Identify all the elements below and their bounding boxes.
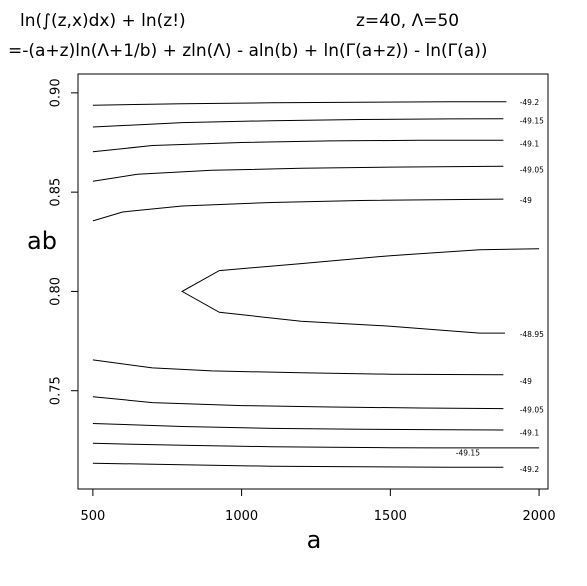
- contour-labels: -49.2 -49.15 -49.1 -49.05 -49 -48.95 -49 -49.05…: [456, 98, 544, 474]
- x-axis: 500 1000 1500 2000: [80, 488, 556, 524]
- contour-label-2: -49.1: [520, 140, 540, 149]
- y-tick-label-3: 0.90: [49, 78, 64, 107]
- contour-line-2: [92, 139, 504, 153]
- contour-label-0: -49.2: [520, 98, 540, 107]
- y-tick-label-0: 0.75: [49, 376, 64, 405]
- contour-label-9: -49.15: [456, 448, 480, 457]
- y-tick-label-1: 0.80: [49, 277, 64, 306]
- contour-label-1: -49.15: [520, 117, 544, 126]
- contour-line-5: [181, 248, 540, 334]
- contour-line-10: [92, 462, 504, 468]
- contour-label-3: -49.05: [520, 165, 544, 174]
- contour-line-6: [92, 359, 504, 376]
- contour-line-7: [92, 396, 504, 410]
- y-axis-title: ab: [27, 227, 57, 255]
- contour-label-6: -49: [520, 377, 532, 386]
- title-formula-line2: =-(a+z)ln(Λ+1/b) + zln(Λ) - aln(b) + ln(…: [8, 41, 487, 61]
- contour-line-3: [92, 165, 504, 182]
- x-tick-label-2: 1500: [374, 509, 407, 524]
- contour-label-5: -48.95: [520, 330, 544, 339]
- contour-line-4: [92, 198, 504, 222]
- x-axis-title: a: [307, 526, 322, 554]
- contour-label-7: -49.05: [520, 406, 544, 415]
- title-formula-line1: ln(∫(z,x)dx) + ln(z!): [20, 11, 186, 31]
- x-tick-label-1: 1000: [225, 509, 258, 524]
- contour-label-4: -49: [520, 196, 532, 205]
- y-axis: 0.75 0.80 0.85 0.90: [49, 78, 79, 405]
- y-tick-label-2: 0.85: [49, 178, 64, 207]
- contour-line-8: [92, 423, 504, 431]
- contour-label-10: -49.2: [520, 465, 540, 474]
- contour-line-1: [92, 118, 504, 128]
- contour-line-9: [92, 442, 540, 449]
- contour-line-0: [92, 101, 507, 106]
- contour-label-8: -49.1: [520, 428, 540, 437]
- x-tick-label-0: 500: [80, 509, 105, 524]
- title-parameters: z=40, Λ=50: [356, 11, 459, 31]
- x-tick-label-3: 2000: [523, 509, 556, 524]
- plot-frame: [77, 73, 549, 490]
- contour-lines: [92, 101, 540, 468]
